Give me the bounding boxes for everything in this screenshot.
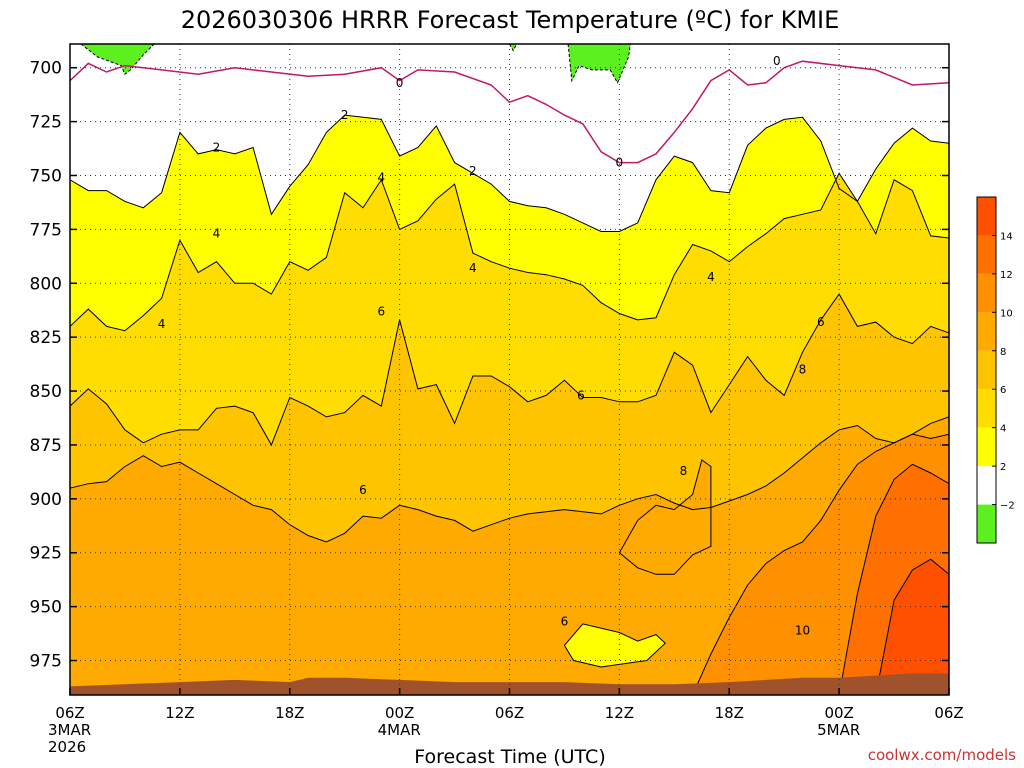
x-date-label-3: 4MAR <box>378 721 421 739</box>
contour-line-0 <box>70 60 949 164</box>
colorbar-label-0: −2 <box>1000 501 1015 512</box>
y-tick-label-725: 725 <box>30 113 62 133</box>
x-tick-label-6: 18Z <box>715 704 744 722</box>
contour-label-0: 0 <box>396 76 404 90</box>
credit-text: coolwx.com/models <box>868 746 1016 764</box>
colorbar-label-4: 8 <box>1000 347 1006 358</box>
x-tick-label-5: 12Z <box>605 704 634 722</box>
y-tick-label-800: 800 <box>30 274 62 294</box>
colorbar-label-1: 2 <box>1000 462 1006 473</box>
contour-label-7: 4 <box>213 227 221 241</box>
contour-label-18: 10 <box>795 623 810 637</box>
chart-title: 2026030306 HRRR Forecast Temperature (ºC… <box>181 6 840 34</box>
colorbar-swatch-8 <box>977 197 996 236</box>
colorbar-swatch-4 <box>977 350 996 390</box>
x-date-label-7: 5MAR <box>817 721 860 739</box>
x-year-label-0: 2026 <box>48 738 86 756</box>
contour-label-16: 8 <box>680 464 688 478</box>
grid-lines <box>70 44 949 695</box>
cold-pocket-1 <box>80 44 155 75</box>
x-tick-label-1: 12Z <box>165 704 194 722</box>
contour-label-15: 6 <box>817 315 825 329</box>
y-tick-label-850: 850 <box>30 382 62 402</box>
contour-line-4 <box>70 172 949 332</box>
colorbar-swatch-1 <box>977 466 996 505</box>
y-tick-label-825: 825 <box>30 328 62 348</box>
y-tick-label-925: 925 <box>30 544 62 564</box>
y-tick-label-775: 775 <box>30 220 62 240</box>
y-tick-label-875: 875 <box>30 436 62 456</box>
colorbar-frame <box>976 196 997 544</box>
contour-line-12 <box>70 463 949 695</box>
x-date-label-0: 3MAR <box>48 721 91 739</box>
colorbar-label-2: 4 <box>1000 424 1006 435</box>
x-tick-label-2: 18Z <box>275 704 304 722</box>
contour-lines <box>70 60 949 695</box>
colorbar-legend: −2 2 4 6 8 10 12 14 <box>976 196 1015 544</box>
contour-label-13: 6 <box>359 483 367 497</box>
contour-label-3: 2 <box>213 140 221 154</box>
contour-label-11: 6 <box>377 304 385 318</box>
colorbar-swatch-5 <box>977 312 996 351</box>
contour-label-9: 4 <box>469 261 477 275</box>
colorbar-swatch-2 <box>977 427 996 467</box>
x-tick-label-4: 06Z <box>495 704 524 722</box>
contour-label-6: 4 <box>158 317 166 331</box>
contour-label-14: 6 <box>561 615 569 629</box>
colorbar-swatch-0 <box>977 504 996 543</box>
contour-line-2 <box>70 114 949 232</box>
x-axis-label: Forecast Time (UTC) <box>414 746 605 768</box>
colorbar-label-7: 14 <box>1000 231 1013 242</box>
y-tick-label-750: 750 <box>30 166 62 186</box>
x-tick-label-0: 06Z <box>55 704 84 722</box>
y-tick-label-900: 900 <box>30 490 62 510</box>
contour-label-17: 8 <box>799 363 807 377</box>
warm-pocket-1 <box>618 459 712 575</box>
contour-labels: 0 0 0 2 2 2 4 4 4 4 4 6 6 6 6 6 8 8 10 <box>158 54 825 637</box>
contour-label-5: 2 <box>469 164 477 178</box>
fill-level-12 <box>70 464 949 695</box>
y-tick-label-700: 700 <box>30 59 62 79</box>
colorbar-swatch-6 <box>977 273 996 313</box>
colorbar-label-6: 12 <box>1000 270 1013 281</box>
colorbar-swatch-3 <box>977 389 996 428</box>
colorbar-swatch-7 <box>977 235 996 274</box>
contour-line-8 <box>70 416 949 543</box>
contour-label-10: 4 <box>707 270 715 284</box>
cold-pocket-2 <box>508 44 518 52</box>
contour-label-1: 0 <box>616 156 624 170</box>
colorbar-label-5: 10 <box>1000 308 1013 319</box>
cold-pocket-3 <box>567 44 631 84</box>
contour-line-14 <box>70 558 949 695</box>
y-tick-label-975: 975 <box>30 652 62 672</box>
contour-line-6 <box>70 293 949 447</box>
colorbar-label-3: 6 <box>1000 385 1006 396</box>
contour-label-2: 0 <box>773 54 781 68</box>
contour-label-12: 6 <box>577 388 585 402</box>
contour-label-8: 4 <box>377 171 385 185</box>
cool-pocket-1 <box>563 623 666 668</box>
x-tick-label-7: 00Z <box>824 704 853 722</box>
contour-line-10 <box>70 433 949 695</box>
y-tick-label-950: 950 <box>30 598 62 618</box>
x-tick-label-8: 06Z <box>934 704 963 722</box>
contour-label-4: 2 <box>341 108 349 122</box>
x-tick-label-3: 00Z <box>385 704 414 722</box>
